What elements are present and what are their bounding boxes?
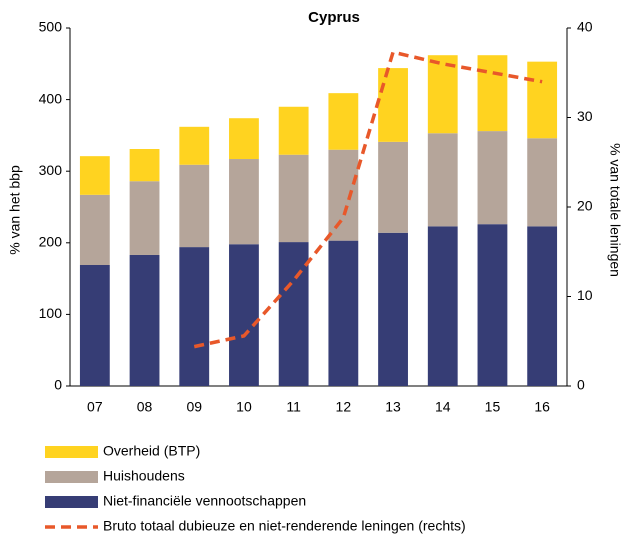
- y2-tick-label: 40: [577, 19, 593, 35]
- y-tick-label: 400: [39, 90, 63, 106]
- x-tick-label: 15: [485, 399, 501, 415]
- y2-tick-label: 30: [577, 108, 593, 124]
- legend-label: Overheid (BTP): [103, 443, 200, 459]
- bar-segment: [278, 242, 309, 386]
- bar-segment: [129, 254, 160, 386]
- y-tick-label: 100: [39, 305, 63, 321]
- y2-tick-label: 10: [577, 287, 593, 303]
- chart-title: Cyprus: [308, 9, 360, 26]
- bar-segment: [378, 141, 408, 233]
- y-tick-label: 200: [39, 234, 63, 250]
- bar-segment: [378, 68, 408, 142]
- bar-segment: [79, 156, 110, 195]
- bar-segment: [477, 131, 508, 225]
- bar-segment: [477, 55, 508, 132]
- bar-segment: [427, 133, 458, 227]
- bar-segment: [527, 61, 558, 139]
- bar-segment: [129, 149, 160, 182]
- bar-segment: [328, 149, 359, 241]
- bar-segment: [179, 164, 210, 248]
- y-tick-label: 300: [39, 162, 63, 178]
- y-axis-label: % van het bbp: [7, 165, 23, 255]
- bar-segment: [229, 244, 259, 386]
- x-tick-label: 16: [534, 399, 550, 415]
- bar-segment: [179, 126, 210, 165]
- bar-segment: [229, 159, 259, 245]
- bar-segment: [427, 55, 458, 134]
- bar-segment: [278, 106, 309, 155]
- bar-segment: [179, 247, 210, 386]
- x-tick-label: 08: [137, 399, 153, 415]
- x-tick-label: 11: [286, 399, 301, 415]
- bar-segment: [477, 224, 508, 386]
- line-series: [193, 50, 543, 349]
- bar-segment: [328, 240, 359, 386]
- y2-tick-label: 0: [577, 377, 585, 393]
- bar-segment: [527, 138, 558, 227]
- x-tick-label: 12: [336, 399, 352, 415]
- legend-swatch: [45, 496, 98, 508]
- bar-segment: [79, 194, 110, 265]
- legend-label: Niet-financiële vennootschappen: [103, 493, 306, 509]
- y-tick-label: 0: [54, 377, 62, 393]
- bar-segment: [527, 226, 558, 386]
- x-tick-label: 07: [87, 399, 103, 415]
- bar-segment: [129, 181, 160, 255]
- legend-label: Bruto totaal dubieuze en niet-renderende…: [103, 518, 466, 534]
- bar-segment: [278, 154, 309, 243]
- legend-swatch: [45, 446, 98, 458]
- bar-segment: [229, 118, 259, 160]
- x-tick-label: 10: [236, 399, 252, 415]
- x-tick-label: 14: [435, 399, 451, 415]
- bar-segment: [79, 264, 110, 386]
- y-tick-label: 500: [39, 19, 63, 35]
- legend-swatch: [45, 471, 98, 483]
- x-tick-label: 09: [186, 399, 202, 415]
- bar-segment: [378, 232, 408, 386]
- bar-segment: [328, 93, 359, 150]
- legend-label: Huishoudens: [103, 468, 185, 484]
- y2-axis-label: % van totale leningen: [607, 143, 623, 277]
- x-tick-label: 13: [385, 399, 401, 415]
- bar-segment: [427, 226, 458, 386]
- y2-tick-label: 20: [577, 198, 593, 214]
